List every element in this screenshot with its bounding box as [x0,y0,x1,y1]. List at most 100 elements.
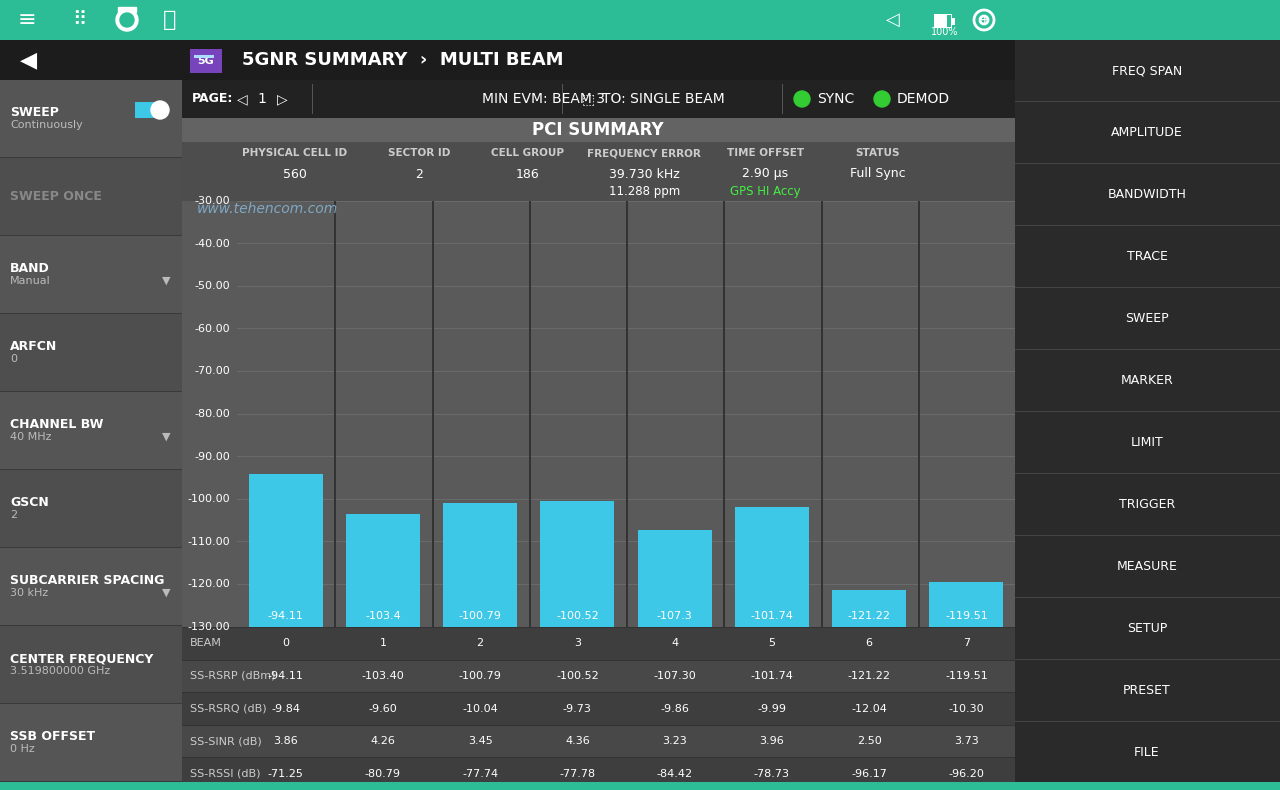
Text: 0: 0 [282,638,289,649]
Bar [0,313,182,314]
Bar [1015,225,1280,226]
Bar [934,14,952,28]
Text: -100.52: -100.52 [556,611,599,621]
Text: SS-SINR (dB): SS-SINR (dB) [189,736,261,746]
Text: 560: 560 [283,167,306,180]
Bar [431,201,434,627]
Text: 2: 2 [476,638,484,649]
Text: 7: 7 [963,638,970,649]
Text: SS-RSSI (dB): SS-RSSI (dB) [189,769,261,779]
Bar [529,201,531,627]
Bar [723,201,726,627]
Text: AMPLITUDE: AMPLITUDE [1111,126,1183,140]
Text: MIN EVM: BEAM 3: MIN EVM: BEAM 3 [481,92,604,106]
Bar [0,157,182,158]
Text: CENTER FREQUENCY: CENTER FREQUENCY [10,653,154,665]
Text: -30.00: -30.00 [195,196,230,206]
Text: 3.23: 3.23 [662,736,687,746]
Bar [237,456,1015,457]
Bar [182,40,1015,80]
Text: 40 MHz: 40 MHz [10,432,51,442]
Text: TRIGGER: TRIGGER [1119,498,1175,511]
Bar [182,80,1015,118]
Bar [0,235,182,236]
Bar [934,15,951,27]
Bar [182,201,1015,627]
Text: www.tehencom.com: www.tehencom.com [197,202,338,216]
Bar [1015,349,1280,350]
Bar [0,548,182,626]
Text: 5: 5 [768,638,776,649]
Bar [0,704,182,782]
Bar [1015,287,1280,288]
Text: FILE: FILE [1134,747,1160,759]
Text: CELL GROUP: CELL GROUP [492,148,564,158]
Bar [1015,101,1280,102]
Bar [248,474,323,627]
Text: -119.51: -119.51 [945,611,988,621]
Bar [182,758,1015,790]
Text: -120.00: -120.00 [187,579,230,589]
Text: -103.4: -103.4 [365,611,401,621]
Bar [182,724,1015,758]
Text: ⬚: ⬚ [582,92,595,106]
Text: GSCN: GSCN [10,496,49,510]
Bar [182,724,1015,726]
Text: 3.45: 3.45 [467,736,493,746]
Text: SETUP: SETUP [1126,623,1167,635]
Bar [182,692,1015,724]
Bar [1015,411,1280,412]
Bar [237,286,1015,287]
Bar [237,584,1015,585]
Text: -84.42: -84.42 [657,769,692,779]
Text: SWEEP: SWEEP [10,107,59,119]
Bar [182,692,1015,693]
Bar [0,625,182,626]
Text: -100.79: -100.79 [458,611,502,621]
Text: DEMOD: DEMOD [897,92,950,106]
Text: Continuously: Continuously [10,120,83,130]
Text: SUBCARRIER SPACING: SUBCARRIER SPACING [10,574,164,588]
Bar [0,703,182,704]
Bar [237,541,1015,542]
Text: -80.79: -80.79 [365,769,401,779]
Text: SWEEP: SWEEP [1125,313,1169,325]
Text: GPS HI Accy: GPS HI Accy [730,186,800,198]
Text: 186: 186 [516,167,540,180]
Bar [118,7,136,12]
Text: -101.74: -101.74 [750,611,794,621]
Bar [0,626,182,704]
Bar [346,514,420,627]
Text: 3.96: 3.96 [759,736,785,746]
Text: ◁: ◁ [237,92,247,106]
Bar [182,164,1015,183]
Text: -9.86: -9.86 [660,704,689,713]
Bar [237,371,1015,372]
Text: ▷: ▷ [276,92,287,106]
Text: -10.30: -10.30 [948,704,984,713]
Text: CHANNEL BW: CHANNEL BW [10,419,104,431]
Text: -90.00: -90.00 [195,452,230,461]
Text: BANDWIDTH: BANDWIDTH [1107,189,1187,201]
Text: -77.74: -77.74 [462,769,498,779]
Bar [237,626,1015,627]
Bar [637,530,712,627]
Bar [443,502,517,627]
Bar [182,118,1015,142]
Text: SWEEP ONCE: SWEEP ONCE [10,190,102,204]
Text: LIMIT: LIMIT [1130,437,1164,450]
Text: -94.11: -94.11 [268,671,303,681]
Bar [195,55,214,58]
Text: 5G: 5G [197,56,214,66]
Text: BAND: BAND [10,262,50,276]
Bar [237,498,1015,500]
Text: ⠿: ⠿ [72,10,86,29]
Bar [182,183,1015,201]
Bar [1015,473,1280,474]
Bar [0,547,182,548]
Text: -12.04: -12.04 [851,704,887,713]
Text: -96.17: -96.17 [851,769,887,779]
Bar [820,201,823,627]
Text: -101.74: -101.74 [750,671,794,681]
Circle shape [120,13,134,27]
